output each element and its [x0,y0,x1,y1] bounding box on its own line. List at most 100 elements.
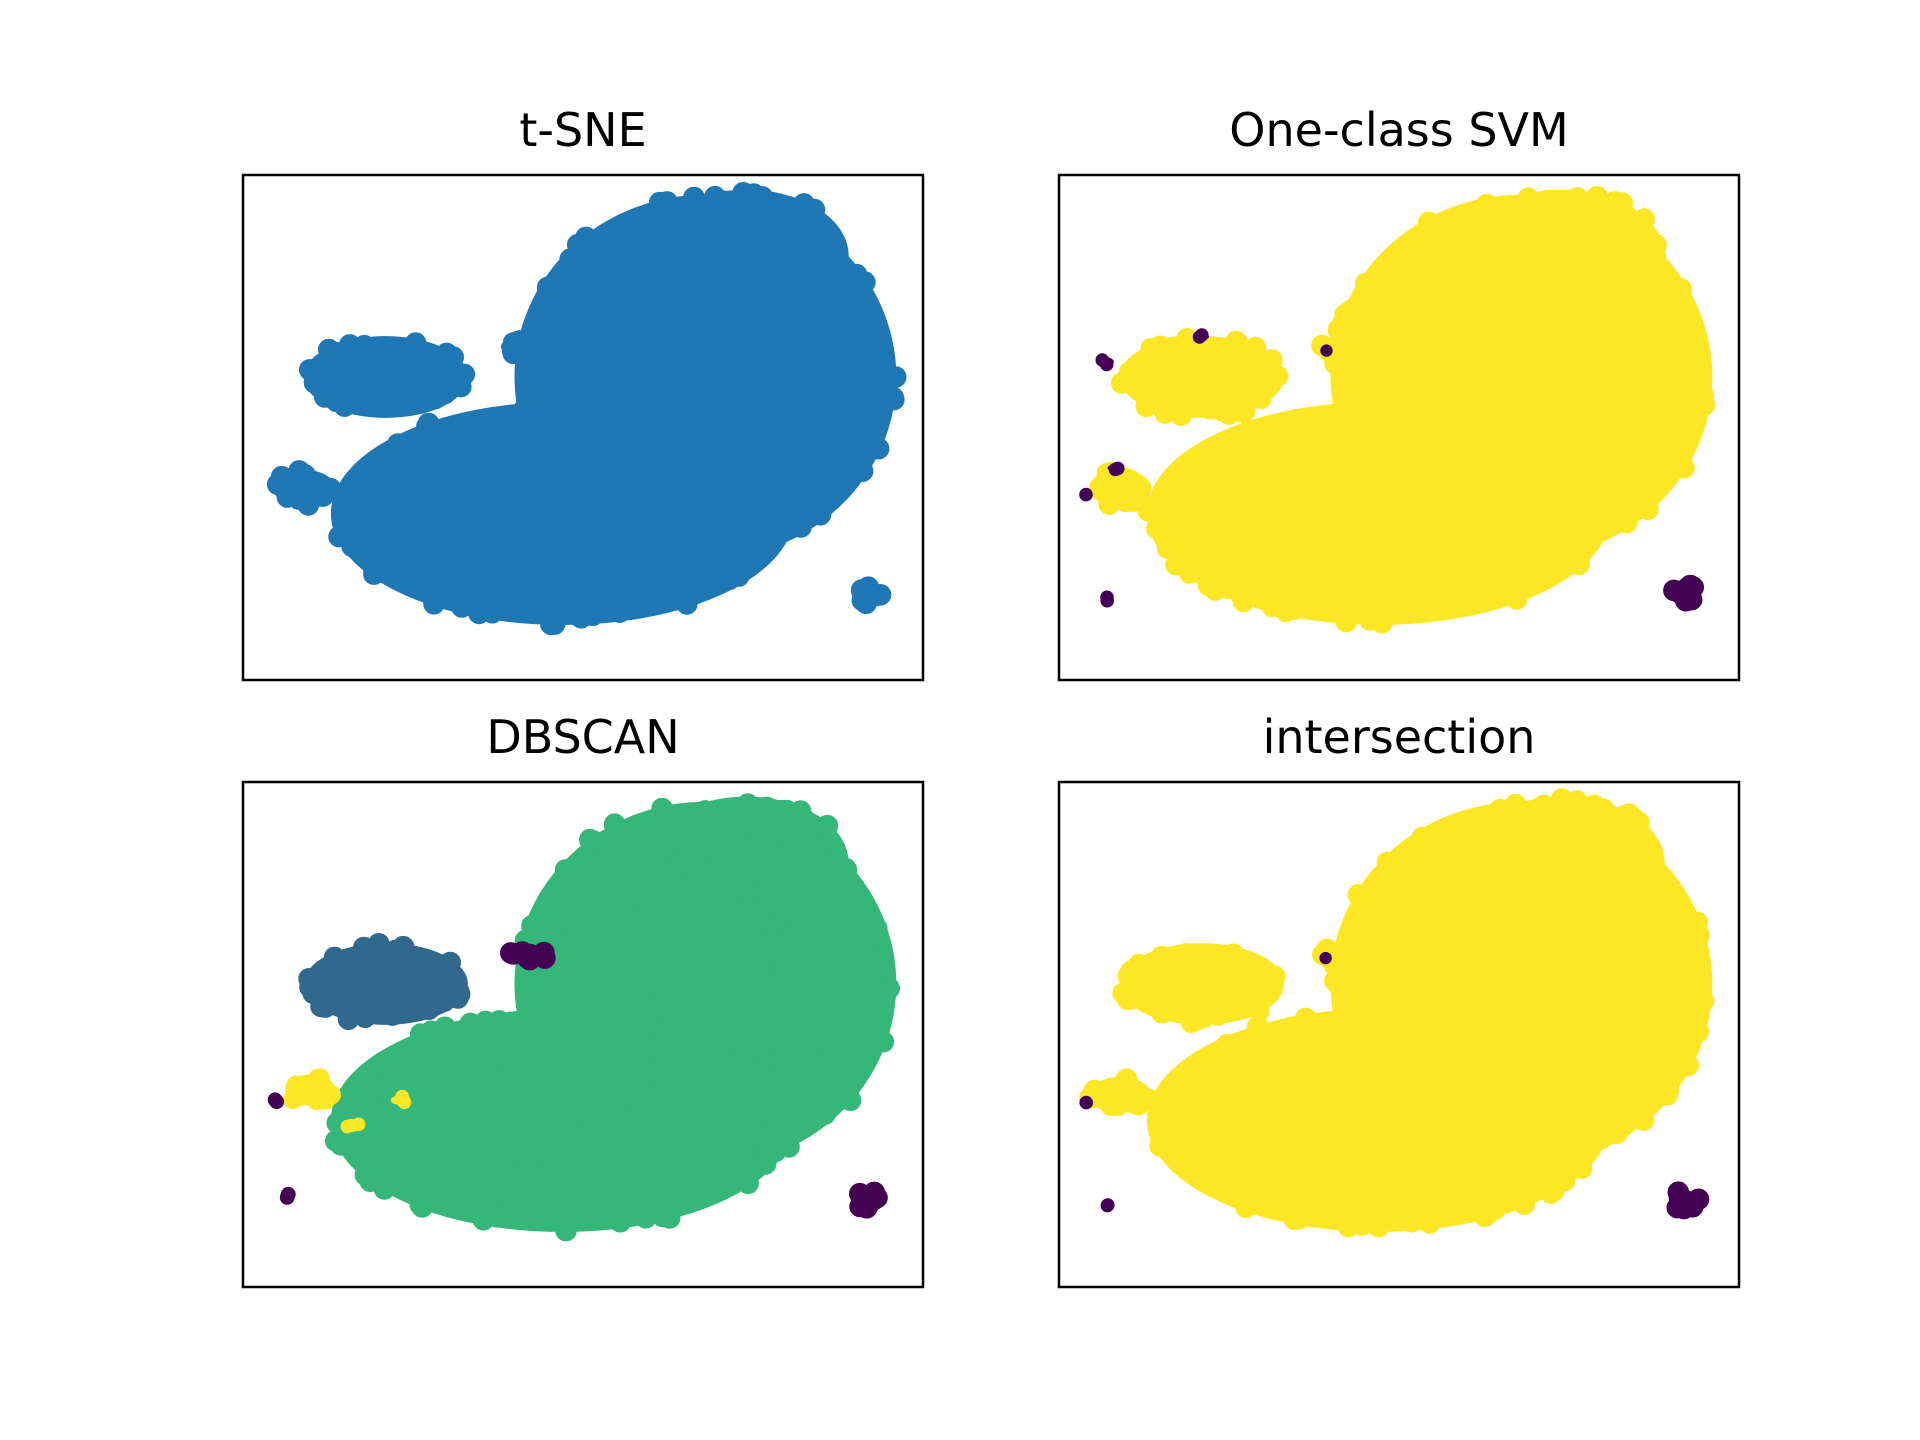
scatter-point [1522,203,1545,225]
scatter-point [605,988,628,1011]
scatter-point [1356,1117,1379,1139]
scatter-point [1662,900,1684,922]
plot-area [266,181,907,636]
scatter-point [647,361,669,383]
scatter-point [1489,963,1512,986]
scatter-point [380,953,403,976]
scatter-point [792,206,814,229]
scatter-point [604,358,627,381]
scatter-point [494,410,517,433]
scatter-point [1528,1046,1550,1069]
scatter-point [1331,412,1354,434]
scatter-point [1439,847,1462,870]
scatter-point [387,365,410,388]
scatter-series [1079,951,1710,1220]
scatter-point [822,230,845,252]
scatter-point [678,875,700,898]
scatter-point [1157,503,1180,526]
scatter-point [1573,212,1595,234]
scatter-point [807,1023,829,1046]
scatter-point [604,424,626,446]
panel-title: t-SNE [519,103,646,157]
scatter-point [1252,979,1274,1001]
scatter-point [706,866,728,889]
scatter-point [1372,266,1395,289]
scatter-point [1613,1013,1636,1036]
scatter-point [1147,1116,1169,1138]
scatter-point [1570,1157,1593,1180]
scatter-point [1178,1125,1201,1147]
scatter-point [1335,953,1357,975]
scatter-point [543,978,565,1000]
scatter-point [1411,826,1434,849]
scatter-point [1472,1189,1494,1212]
scatter-point [1142,972,1165,994]
scatter-point [1660,993,1682,1015]
scatter-point [393,339,416,361]
scatter-point [1550,245,1573,267]
scatter-point [1449,968,1472,991]
scatter-point [1149,1135,1171,1157]
scatter-point [1397,1107,1419,1129]
scatter-point [1446,929,1468,952]
scatter-point [1435,1035,1458,1058]
panel-title: intersection [1263,710,1536,764]
scatter-point [438,550,461,573]
scatter-point [816,928,839,951]
scatter-point [1405,436,1428,458]
scatter-point [463,568,485,591]
scatter-point [1420,1165,1443,1188]
scatter-point [601,855,623,878]
scatter-point [1531,1177,1553,1200]
scatter-point [328,525,350,548]
scatter-point [1321,442,1343,465]
scatter-point [1534,1102,1557,1124]
scatter-point [302,487,324,510]
scatter-point [696,471,719,494]
scatter-point [549,482,572,505]
scatter-point [506,551,528,573]
scatter-point [614,1008,636,1031]
scatter-point [1105,487,1127,510]
panel-intersection: intersection [1057,710,1741,1289]
scatter-point [1197,505,1219,527]
scatter-point [534,1002,556,1025]
scatter-point [735,798,757,821]
scatter-point [1334,1160,1356,1182]
scatter-point [565,1196,588,1219]
scatter-series [325,793,901,1242]
scatter-point [654,263,676,286]
scatter-point [1667,1181,1690,1204]
scatter-point [1351,592,1374,615]
scatter-point [1657,1079,1680,1101]
scatter-point [442,1044,464,1067]
scatter-point [622,346,644,369]
scatter-point [426,1190,449,1212]
scatter-point [815,255,838,278]
scatter-point [417,1025,439,1047]
scatter-point [602,908,625,930]
scatter-point [1175,357,1197,379]
scatter-point [1249,1022,1272,1044]
scatter-point [755,520,778,543]
scatter-point [354,1006,376,1029]
scatter-point [1482,889,1504,911]
scatter-point [529,367,551,389]
scatter-point [1624,879,1646,901]
scatter-point [396,1159,419,1181]
scatter-point [1562,838,1584,860]
scatter-point [400,979,423,1002]
scatter-point [823,365,846,387]
scatter-point [1521,935,1543,958]
scatter-point [1320,344,1333,357]
scatter-point [658,339,681,361]
scatter-point [1337,1091,1359,1114]
scatter-point [591,1172,613,1195]
scatter-point [1456,545,1479,568]
scatter-point [705,970,728,993]
scatter-point [1499,217,1522,239]
scatter-point [608,448,631,471]
scatter-point [1687,1020,1710,1043]
scatter-point [1165,553,1187,576]
scatter-point [1494,432,1516,455]
